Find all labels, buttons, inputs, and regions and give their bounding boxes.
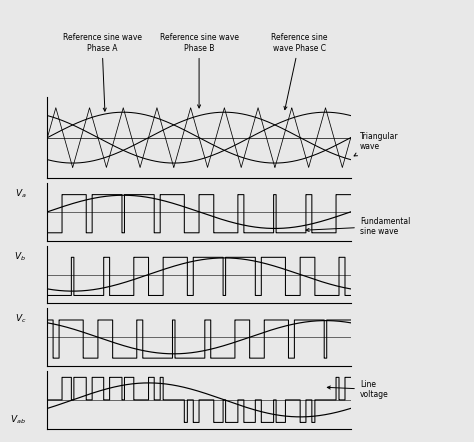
Text: Reference sine wave
Phase B: Reference sine wave Phase B <box>160 34 238 108</box>
Text: Reference sine wave
Phase A: Reference sine wave Phase A <box>63 34 142 111</box>
Text: Fundamental
sine wave: Fundamental sine wave <box>306 217 410 236</box>
Text: Line
voltage: Line voltage <box>328 380 389 399</box>
Text: $V_b$: $V_b$ <box>14 250 26 263</box>
Text: $V_{ab}$: $V_{ab}$ <box>10 414 26 427</box>
Text: Reference sine
wave Phase C: Reference sine wave Phase C <box>271 34 328 110</box>
Text: $V_c$: $V_c$ <box>15 313 26 325</box>
Text: $V_a$: $V_a$ <box>15 187 26 200</box>
Text: Triangular
wave: Triangular wave <box>354 132 399 156</box>
